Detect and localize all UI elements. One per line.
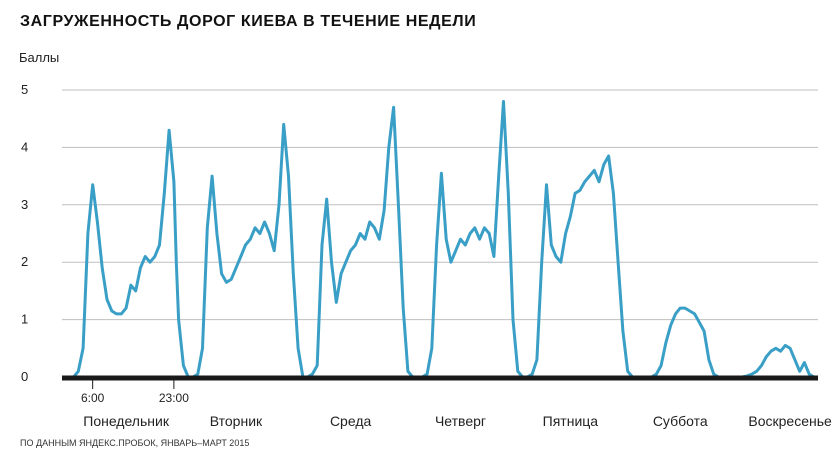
y-tick-3: 3 — [21, 197, 28, 212]
chart-title: ЗАГРУЖЕННОСТЬ ДОРОГ КИЕВА В ТЕЧЕНИЕ НЕДЕ… — [20, 13, 477, 30]
time-marker-label-0: 6:00 — [81, 391, 105, 405]
y-tick-5: 5 — [21, 82, 28, 97]
y-tick-2: 2 — [21, 254, 28, 269]
series-line — [62, 100, 816, 379]
y-tick-1: 1 — [21, 312, 28, 327]
y-tick-labels: 0 1 2 3 4 5 — [21, 82, 28, 384]
day-label-2: Среда — [330, 413, 372, 429]
day-label-1: Вторник — [210, 413, 263, 429]
day-label-0: Понедельник — [83, 413, 170, 429]
day-label-4: Пятница — [543, 413, 599, 429]
source-note: ПО ДАННЫМ ЯНДЕКС.ПРОБОК, ЯНВАРЬ–МАРТ 201… — [20, 438, 250, 448]
day-label-6: Воскресенье — [748, 413, 832, 429]
y-axis-label: Баллы — [19, 50, 60, 65]
day-label-3: Четверг — [435, 413, 486, 429]
day-label-5: Суббота — [653, 413, 708, 429]
time-marker-label-1: 23:00 — [159, 391, 189, 405]
time-markers: 6:00 23:00 — [81, 380, 189, 405]
y-tick-4: 4 — [21, 139, 28, 154]
day-labels: Понедельник Вторник Среда Четверг Пятница Суб… — [83, 413, 832, 429]
y-tick-0: 0 — [21, 369, 28, 384]
